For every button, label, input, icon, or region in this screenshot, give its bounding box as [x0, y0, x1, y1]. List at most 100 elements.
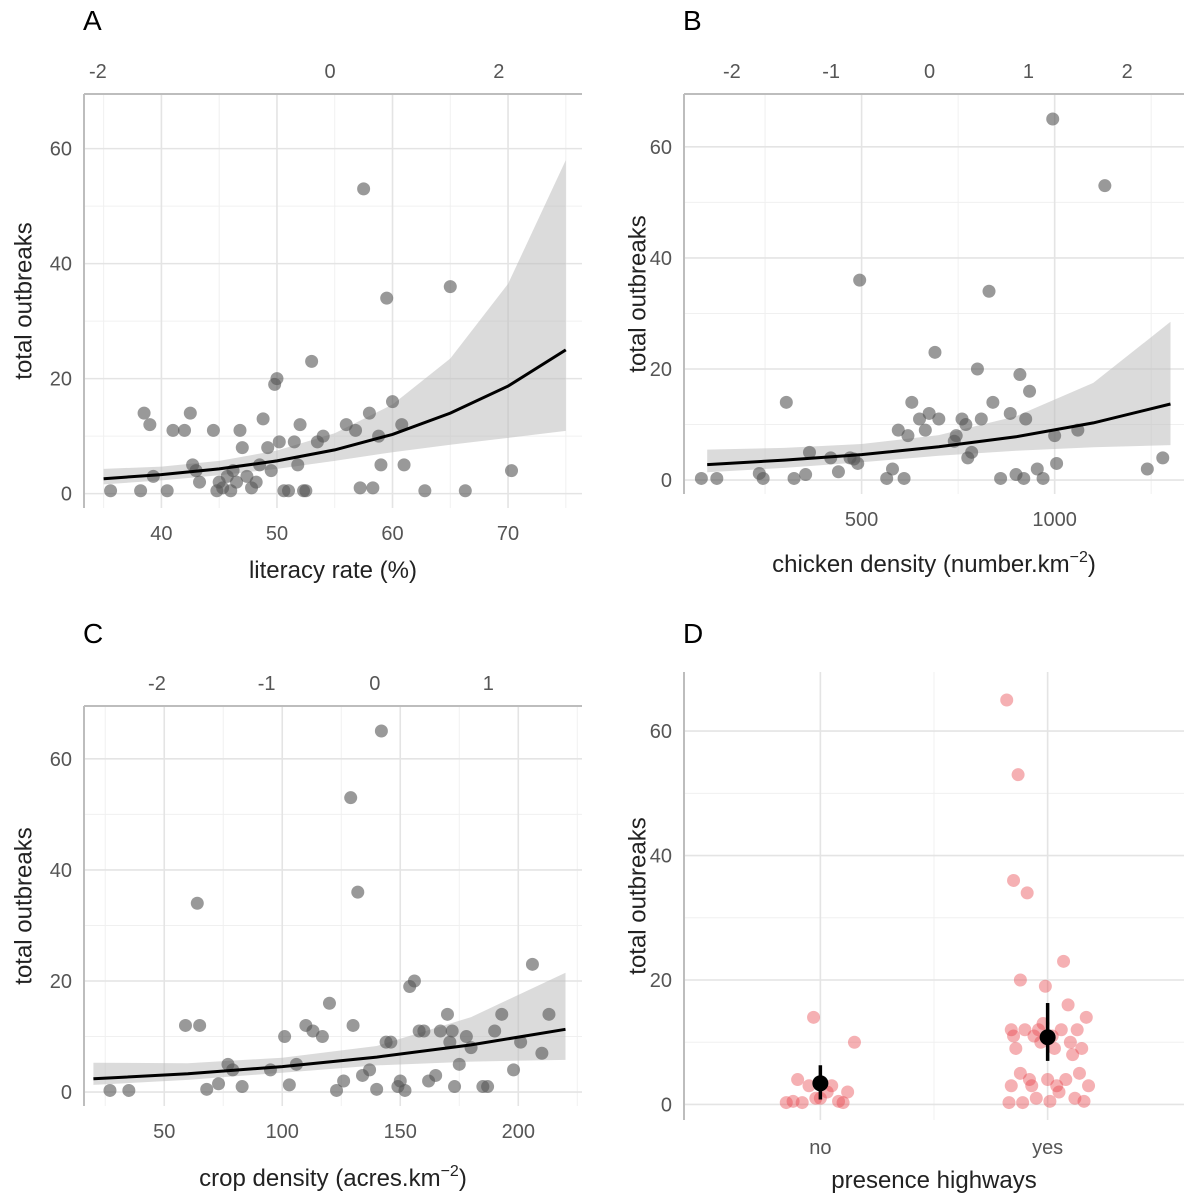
data-point: [263, 1063, 277, 1077]
data-point: [386, 395, 400, 409]
panel-label: A: [83, 5, 102, 36]
data-point: [1002, 1096, 1016, 1110]
data-point: [316, 429, 330, 443]
data-point: [841, 1085, 855, 1099]
data-point: [1057, 954, 1071, 968]
x-axis-label-text: literacy rate (%): [249, 557, 417, 584]
top-axis-tick-label: 0: [325, 61, 336, 83]
data-point: [1018, 1023, 1032, 1037]
y-axis-label: total outbreaks: [11, 222, 38, 379]
data-point: [270, 372, 284, 386]
x-axis-label: crop density (acres.km−2): [199, 1163, 467, 1192]
data-point: [193, 1018, 207, 1032]
data-point: [417, 1024, 431, 1038]
data-point: [922, 406, 936, 420]
x-axis-label: literacy rate (%): [249, 557, 417, 584]
top-axis-tick-label: -1: [822, 61, 840, 83]
data-point: [885, 462, 899, 476]
data-point: [353, 481, 367, 495]
data-point: [1061, 998, 1075, 1012]
data-point: [1140, 462, 1154, 476]
data-point: [272, 435, 286, 449]
top-axis-tick-label: 2: [1122, 61, 1133, 83]
data-point: [249, 475, 263, 489]
data-point: [825, 1079, 839, 1093]
top-axis-tick-label: 1: [1023, 61, 1034, 83]
data-point: [982, 284, 996, 298]
y-tick-label: 0: [61, 484, 72, 506]
group-mean-point: [1039, 1029, 1056, 1046]
data-point: [212, 1077, 226, 1091]
data-point: [443, 1035, 457, 1049]
y-tick-label: 40: [650, 248, 672, 270]
data-point: [847, 1035, 861, 1049]
x-tick-label: 200: [502, 1121, 535, 1143]
data-point: [1079, 1010, 1093, 1024]
data-point: [1072, 1066, 1086, 1080]
x-axis-label-suffix: ): [459, 1165, 467, 1192]
data-point: [880, 471, 894, 485]
data-point: [1013, 973, 1027, 987]
data-point: [178, 1018, 192, 1032]
data-point: [1068, 1091, 1082, 1105]
data-point: [193, 475, 207, 489]
group-mean-point: [812, 1075, 829, 1092]
data-point: [1059, 1073, 1073, 1087]
x-axis-label-superscript: −2: [1070, 549, 1088, 566]
data-point: [230, 475, 244, 489]
data-point: [384, 1035, 398, 1049]
data-point: [178, 423, 192, 437]
data-point: [160, 484, 174, 498]
data-point: [959, 418, 973, 432]
data-point: [918, 423, 932, 437]
data-point: [322, 996, 336, 1010]
data-point: [1003, 406, 1017, 420]
y-tick-label: 0: [661, 1094, 672, 1116]
data-point: [264, 464, 278, 478]
data-point: [542, 1007, 556, 1021]
data-point: [831, 465, 845, 479]
data-point: [299, 484, 313, 498]
data-point: [235, 441, 249, 455]
data-point: [1011, 768, 1025, 782]
data-point: [756, 471, 770, 485]
data-point: [448, 1080, 462, 1094]
data-point: [1023, 384, 1037, 398]
fit-line: [93, 1027, 566, 1081]
data-point: [103, 1083, 117, 1097]
data-point: [287, 435, 301, 449]
data-point: [143, 418, 157, 432]
data-point: [362, 406, 376, 420]
x-tick-label: yes: [1032, 1137, 1063, 1159]
data-point: [183, 406, 197, 420]
data-point: [1038, 979, 1052, 993]
x-axis-label: chicken density (number.km−2): [772, 549, 1096, 578]
data-point: [206, 423, 220, 437]
y-tick-label: 20: [50, 369, 72, 391]
data-point: [965, 445, 979, 459]
data-point: [1048, 429, 1062, 443]
data-point: [495, 1007, 509, 1021]
top-axis-tick-label: 0: [924, 61, 935, 83]
data-point: [1156, 451, 1170, 465]
data-point: [1016, 1096, 1030, 1110]
data-point: [278, 1030, 292, 1044]
y-tick-label: 60: [50, 139, 72, 161]
y-tick-label: 0: [61, 1082, 72, 1104]
data-point: [291, 458, 305, 472]
x-tick-label: 1000: [1032, 509, 1077, 531]
data-point: [1041, 1073, 1055, 1087]
data-point: [514, 1035, 528, 1049]
data-point: [233, 423, 247, 437]
data-point: [256, 412, 270, 426]
data-point: [349, 423, 363, 437]
data-point: [344, 791, 358, 805]
top-axis-tick-label: -1: [258, 673, 276, 695]
data-point: [458, 484, 472, 498]
data-point: [799, 468, 813, 482]
data-point: [137, 406, 151, 420]
data-point: [397, 458, 411, 472]
data-point: [787, 471, 801, 485]
data-point: [395, 418, 409, 432]
